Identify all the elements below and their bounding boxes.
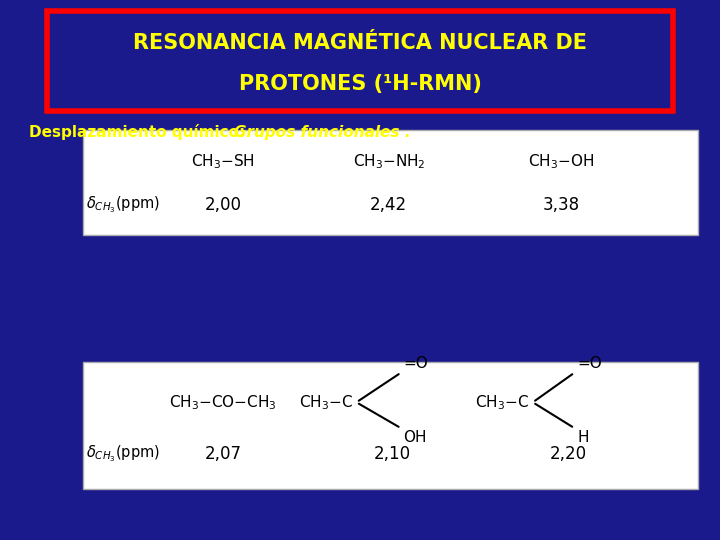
Text: =O: =O bbox=[403, 356, 428, 371]
Text: CH$_3$$-$CO$-$CH$_3$: CH$_3$$-$CO$-$CH$_3$ bbox=[169, 393, 277, 411]
Text: $\delta_{CH_3}$(ppm): $\delta_{CH_3}$(ppm) bbox=[86, 443, 161, 464]
Text: CH$_3$$-$SH: CH$_3$$-$SH bbox=[192, 153, 255, 171]
Text: H: H bbox=[577, 430, 589, 445]
Text: Grupos funcionales .: Grupos funcionales . bbox=[234, 125, 410, 140]
Text: 2,00: 2,00 bbox=[204, 196, 242, 214]
Text: =O: =O bbox=[577, 356, 602, 371]
Bar bbox=[83, 362, 698, 489]
Text: $\delta_{CH_3}$(ppm): $\delta_{CH_3}$(ppm) bbox=[86, 195, 161, 215]
Text: RESONANCIA MAGNÉTICA NUCLEAR DE: RESONANCIA MAGNÉTICA NUCLEAR DE bbox=[133, 33, 587, 53]
Text: PROTONES (¹H-RMN): PROTONES (¹H-RMN) bbox=[238, 73, 482, 94]
Text: Desplazamiento químico:: Desplazamiento químico: bbox=[29, 124, 251, 140]
Text: CH$_3$$-$NH$_2$: CH$_3$$-$NH$_2$ bbox=[353, 153, 425, 171]
Text: 2,07: 2,07 bbox=[204, 444, 242, 463]
Text: 2,20: 2,20 bbox=[550, 444, 588, 463]
Text: CH$_3$$-$C: CH$_3$$-$C bbox=[475, 393, 529, 411]
Text: 3,38: 3,38 bbox=[543, 196, 580, 214]
Text: CH$_3$$-$OH: CH$_3$$-$OH bbox=[528, 153, 595, 171]
Text: OH: OH bbox=[403, 430, 427, 445]
Bar bbox=[83, 130, 698, 235]
Text: 2,42: 2,42 bbox=[370, 196, 408, 214]
Text: 2,10: 2,10 bbox=[374, 444, 411, 463]
FancyBboxPatch shape bbox=[47, 11, 673, 111]
Text: CH$_3$$-$C: CH$_3$$-$C bbox=[299, 393, 353, 411]
